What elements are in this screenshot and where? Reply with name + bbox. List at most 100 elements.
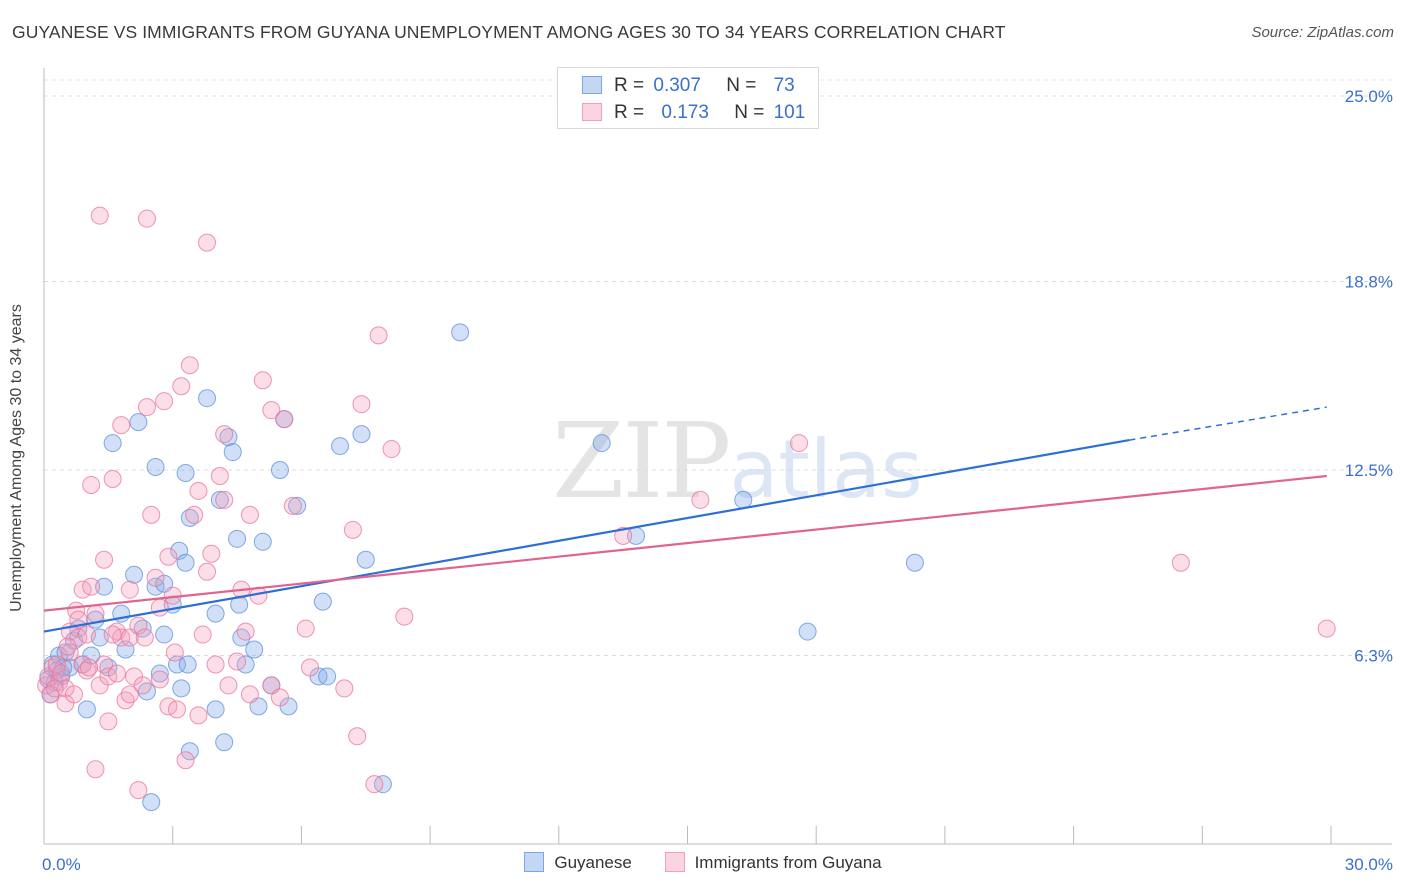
guyanese-point — [288, 496, 307, 515]
guyanese-point — [198, 389, 217, 408]
guyanese-point — [592, 434, 611, 453]
n-value: 73 — [773, 75, 795, 96]
guyanese-point — [451, 323, 470, 342]
legend-row-guyanese: R = 0.307 N = 73 — [582, 75, 799, 99]
immigrants-point — [198, 233, 217, 252]
immigrants-point — [90, 206, 109, 225]
immigrants-point — [99, 712, 118, 731]
immigrants-point — [103, 469, 122, 488]
immigrants-point — [348, 727, 367, 746]
immigrants-point — [365, 775, 384, 794]
guyanese-point — [150, 664, 169, 683]
immigrants-point — [95, 655, 114, 674]
n-value: 101 — [773, 102, 806, 123]
guyanese-trend-extension — [1129, 406, 1327, 441]
guyanese-point — [313, 592, 332, 611]
watermark: ZIPatlas — [552, 400, 923, 522]
n-label: N = — [726, 75, 757, 96]
guyanese-point — [331, 437, 350, 456]
immigrants-point — [614, 526, 633, 545]
immigrants-point — [236, 622, 255, 641]
immigrants-point — [1171, 553, 1190, 572]
guyanese-point — [103, 434, 122, 453]
immigrants-point — [180, 356, 199, 375]
y-tick-label: 6.3% — [1354, 647, 1393, 666]
x-tick-label-max: 30.0% — [1345, 855, 1393, 874]
immigrants-point — [77, 625, 96, 644]
immigrants-point — [202, 544, 221, 563]
guyanese-point — [129, 413, 148, 432]
n-label: N = — [734, 102, 765, 123]
y-tick-label: 18.8% — [1345, 273, 1393, 292]
immigrants-point — [176, 751, 195, 770]
r-value: 0.307 — [653, 75, 701, 96]
immigrants-point — [142, 505, 161, 524]
series-legend: Guyanese Immigrants from Guyana — [0, 852, 1406, 873]
guyanese-point — [253, 532, 272, 551]
immigrants-point — [82, 577, 101, 596]
immigrants-point — [82, 475, 101, 494]
immigrants-point — [159, 547, 178, 566]
immigrants-point — [240, 505, 259, 524]
guyanese-point — [167, 655, 186, 674]
guyanese-point — [116, 640, 135, 659]
watermark-zip: ZIP — [552, 400, 731, 522]
immigrants-point — [129, 781, 148, 800]
immigrants-point — [80, 658, 99, 677]
guyanese-point — [223, 443, 242, 462]
guyanese-point — [228, 529, 247, 548]
legend-item-immigrants: Immigrants from Guyana — [664, 852, 882, 873]
immigrants-point — [1317, 619, 1336, 638]
immigrants-point — [198, 562, 217, 581]
correlation-legend: R = 0.307 N = 73 R = 0.173 N = 101 — [557, 67, 819, 129]
immigrants-point — [300, 658, 319, 677]
legend-swatch-immigrants — [582, 103, 602, 121]
immigrants-point — [262, 401, 281, 420]
immigrants-point — [189, 481, 208, 500]
guyanese-point — [206, 700, 225, 719]
immigrants-point — [146, 568, 165, 587]
immigrants-point — [215, 490, 234, 509]
immigrants-point — [137, 398, 156, 417]
immigrants-point — [52, 664, 71, 683]
legend-row-immigrants: R = 0.173 N = 101 — [582, 102, 809, 126]
legend-swatch-immigrants — [664, 852, 685, 872]
legend-swatch-guyanese — [524, 852, 545, 872]
data-points — [37, 206, 1336, 812]
immigrants-point — [206, 655, 225, 674]
immigrants-point — [395, 607, 414, 626]
x-tick-label-min: 0.0% — [42, 855, 81, 874]
immigrants-point — [352, 395, 371, 414]
guyanese-point — [245, 640, 264, 659]
legend-label: Immigrants from Guyana — [694, 853, 882, 872]
guyanese-point — [734, 490, 753, 509]
immigrants-point — [47, 655, 66, 674]
immigrants-point — [343, 520, 362, 539]
gridlines — [44, 79, 1392, 657]
immigrants-point — [107, 664, 126, 683]
immigrants-point — [215, 425, 234, 444]
immigrants-point — [253, 371, 272, 390]
immigrants-point — [150, 598, 169, 617]
immigrants-point — [86, 760, 105, 779]
guyanese-point — [146, 458, 165, 477]
immigrants-point — [172, 377, 191, 396]
source-label: Source: ZipAtlas.com — [1251, 24, 1394, 41]
immigrants-point — [270, 688, 289, 707]
guyanese-point — [142, 793, 161, 812]
immigrants-point — [167, 700, 186, 719]
y-tick-label: 25.0% — [1345, 87, 1393, 106]
guyanese-point — [352, 425, 371, 444]
guyanese-point — [176, 463, 195, 482]
guyanese-trend-line — [43, 438, 1130, 633]
guyanese-point — [180, 742, 199, 761]
guyanese-point — [95, 577, 114, 596]
tick-labels: 6.3% 12.5% 18.8% 25.0% 0.0% 30.0% — [42, 87, 1393, 874]
immigrants-point — [86, 604, 105, 623]
guyanese-point — [172, 679, 191, 698]
r-value: 0.173 — [661, 102, 709, 123]
guyanese-point — [176, 553, 195, 572]
immigrants-point — [193, 625, 212, 644]
immigrants-point — [150, 670, 169, 689]
